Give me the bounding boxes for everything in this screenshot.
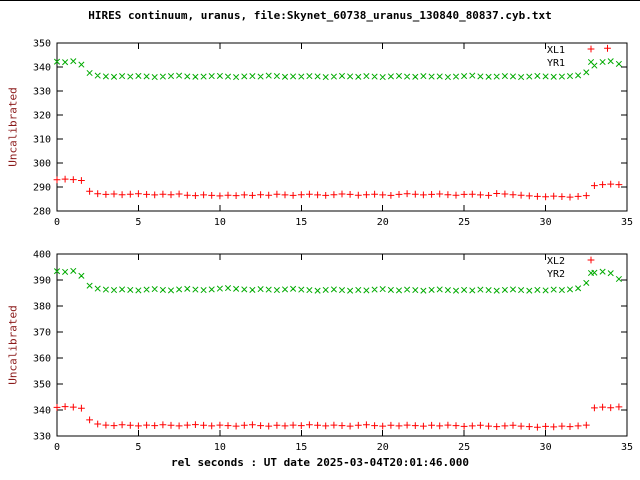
y-tick-label: 320 — [33, 111, 51, 122]
x-tick-label: 5 — [135, 442, 141, 453]
legend-label-YR1: YR1 — [547, 58, 565, 69]
legend-marker-XL1 — [587, 45, 595, 53]
plot-border — [56, 42, 628, 212]
x-tick-label: 10 — [214, 217, 226, 228]
series-YR1 — [53, 58, 622, 81]
x-tick-label: 30 — [540, 442, 552, 453]
series-YR2 — [53, 267, 622, 294]
series-XL2 — [53, 403, 623, 431]
y-tick-label: 280 — [33, 207, 51, 218]
x-tick-label: 15 — [295, 442, 307, 453]
y-tick-label: 330 — [33, 87, 51, 98]
x-tick-label: 25 — [458, 217, 470, 228]
legend-label-XL1: XL1 — [547, 45, 565, 56]
y-tick-label: 390 — [33, 276, 51, 287]
y-tick-label: 400 — [33, 250, 51, 261]
panel-top: 280 290 300 310 320 330 340 350 0 5 10 15 20 25 30 35 XL… — [33, 39, 633, 229]
y-tick-label: 360 — [33, 354, 51, 365]
x-tick-label: 10 — [214, 442, 226, 453]
y-tick-label: 330 — [33, 432, 51, 443]
legend-label-XL2: XL2 — [547, 256, 565, 267]
legend-label-YR2: YR2 — [547, 269, 565, 280]
x-axis-label: rel seconds : UT date 2025-03-04T20:01:4… — [170, 456, 469, 469]
y-tick-label: 350 — [33, 39, 51, 50]
legend-marker-XL2 — [587, 256, 595, 264]
y-tick-label: 380 — [33, 302, 51, 313]
x-tick-label: 20 — [377, 442, 389, 453]
x-tick-label: 20 — [377, 217, 389, 228]
plot-border — [56, 253, 628, 437]
series-XL1 — [53, 44, 623, 201]
y-tick-label: 340 — [33, 406, 51, 417]
x-tick-label: 0 — [54, 442, 60, 453]
x-tick-label: 35 — [621, 217, 633, 228]
y-tick-label: 290 — [33, 183, 51, 194]
x-tick-label: 0 — [54, 217, 60, 228]
y-tick-label: 350 — [33, 380, 51, 391]
y-tick-label: 310 — [33, 135, 51, 146]
y-tick-label: 370 — [33, 328, 51, 339]
x-tick-label: 25 — [458, 442, 470, 453]
y-tick-label: 340 — [33, 63, 51, 74]
y-tick-label: 300 — [33, 159, 51, 170]
legend-marker-YR2 — [587, 269, 595, 277]
chart-title: HIRES continuum, uranus, file:Skynet_607… — [88, 9, 552, 22]
legend-marker-YR1 — [587, 58, 595, 66]
panel-bottom: 330 340 350 360 370 380 390 400 0 5 10 15 20 25 30 35 XL… — [33, 250, 633, 454]
x-tick-label: 15 — [295, 217, 307, 228]
x-tick-label: 5 — [135, 217, 141, 228]
x-tick-label: 30 — [540, 217, 552, 228]
x-tick-label: 35 — [621, 442, 633, 453]
